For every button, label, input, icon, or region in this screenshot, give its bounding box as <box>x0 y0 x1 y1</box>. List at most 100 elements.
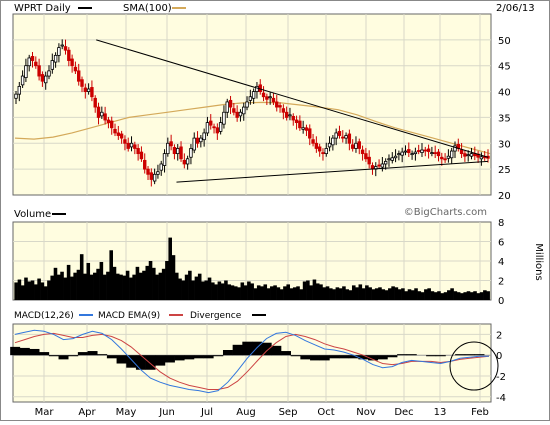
volume-bar <box>486 291 490 300</box>
candle-body <box>172 147 177 155</box>
candle-body <box>205 122 210 134</box>
volume-bar <box>152 267 156 300</box>
volume-bar <box>155 274 159 300</box>
macd-tick-label: -2 <box>496 372 506 383</box>
divergence-bar <box>281 351 291 356</box>
divergence-bar <box>358 355 369 360</box>
divergence-histogram <box>10 341 485 370</box>
volume-bar <box>138 272 143 300</box>
volume-bar <box>263 284 268 300</box>
volume-bar <box>112 266 117 300</box>
candle-body <box>90 87 94 98</box>
volume-bar <box>53 267 58 300</box>
volume-bar <box>207 277 212 300</box>
x-axis-labels: Mar Apr May Jun Jul Aug Sep Oct Nov Dec 13 Feb <box>35 407 489 418</box>
candle-body <box>360 149 365 155</box>
divergence-label: Divergence <box>190 311 242 321</box>
watermark: ©BigCharts.com <box>404 207 487 218</box>
volume-bar <box>358 284 363 300</box>
volume-bar <box>142 270 146 300</box>
volume-bar <box>217 281 222 300</box>
candle-body <box>294 119 299 123</box>
macd-tick-label: -4 <box>496 393 506 404</box>
candle-body <box>37 65 41 77</box>
volume-bar <box>315 283 320 300</box>
candle-body <box>93 97 97 108</box>
candle-body <box>443 158 447 161</box>
date-label: 2/06/13 <box>496 3 535 14</box>
candle-body <box>209 120 213 126</box>
volume-bar <box>332 289 336 300</box>
volume-bar <box>43 286 48 300</box>
x-tick-label: Mar <box>35 407 55 418</box>
candle-body <box>449 150 454 159</box>
price-tick-label: 30 <box>498 139 511 150</box>
candle-body <box>162 153 167 166</box>
volume-bar <box>86 262 91 300</box>
divergence-bar <box>222 350 233 356</box>
candle-body <box>298 120 302 129</box>
candle-body <box>327 142 332 148</box>
candle-body <box>232 108 236 113</box>
candle-body <box>383 160 388 165</box>
candle-body <box>67 49 71 61</box>
candle-body <box>261 92 266 98</box>
candle-body <box>423 149 427 152</box>
volume-bar <box>325 286 330 300</box>
candle-body <box>235 111 239 118</box>
divergence-bar <box>77 352 88 356</box>
volume-bar <box>256 285 261 300</box>
candles <box>14 39 490 187</box>
candle-body <box>390 157 394 161</box>
candle-body <box>357 141 361 149</box>
divergence-bar <box>97 354 108 356</box>
candle-body <box>410 153 414 156</box>
candle-body <box>407 149 411 153</box>
divergence-bar <box>387 355 398 358</box>
volume-bar <box>201 281 205 300</box>
candle-body <box>463 153 467 157</box>
volume-bar <box>171 255 176 300</box>
candle-body <box>466 154 470 157</box>
divergence-bar <box>252 341 262 356</box>
x-tick-label: Apr <box>78 407 96 418</box>
sma-label: SMA(100) <box>123 3 172 14</box>
volume-bar <box>473 291 477 300</box>
candle-body <box>176 148 180 155</box>
x-tick-label: 13 <box>434 407 447 418</box>
candle-body <box>344 135 348 139</box>
macd-tick-label: 2 <box>496 330 502 341</box>
candle-body <box>420 149 424 153</box>
candle-body <box>377 164 381 167</box>
volume-bar <box>453 291 458 300</box>
divergence-bar <box>339 355 350 359</box>
volume-bar <box>37 278 41 300</box>
volume-bar <box>289 288 294 300</box>
volume-bar <box>70 276 74 300</box>
volume-bar <box>404 291 408 300</box>
volume-bar <box>247 281 251 300</box>
volume-bar <box>224 280 228 300</box>
volume-bar <box>299 289 304 300</box>
volume-bar <box>483 290 487 300</box>
volume-bar <box>253 288 258 300</box>
candle-body <box>367 156 371 165</box>
volume-bar <box>266 288 271 300</box>
volume-axis-labels: 0 2 4 6 8 <box>498 218 504 307</box>
candle-body <box>156 171 160 175</box>
x-tick-label: Oct <box>317 407 334 418</box>
volume-bar <box>443 292 448 300</box>
volume-bar <box>319 284 323 300</box>
volume-bar <box>230 285 235 300</box>
volume-bar <box>66 264 71 300</box>
candle-body <box>159 163 163 171</box>
candle-body <box>143 159 147 170</box>
candle-body <box>34 61 38 67</box>
volume-bar <box>420 292 425 300</box>
candle-body <box>314 142 319 149</box>
volume-bar <box>466 291 471 300</box>
price-tick-label: 45 <box>498 62 511 73</box>
candle-body <box>179 146 183 160</box>
candle-body <box>403 150 408 153</box>
